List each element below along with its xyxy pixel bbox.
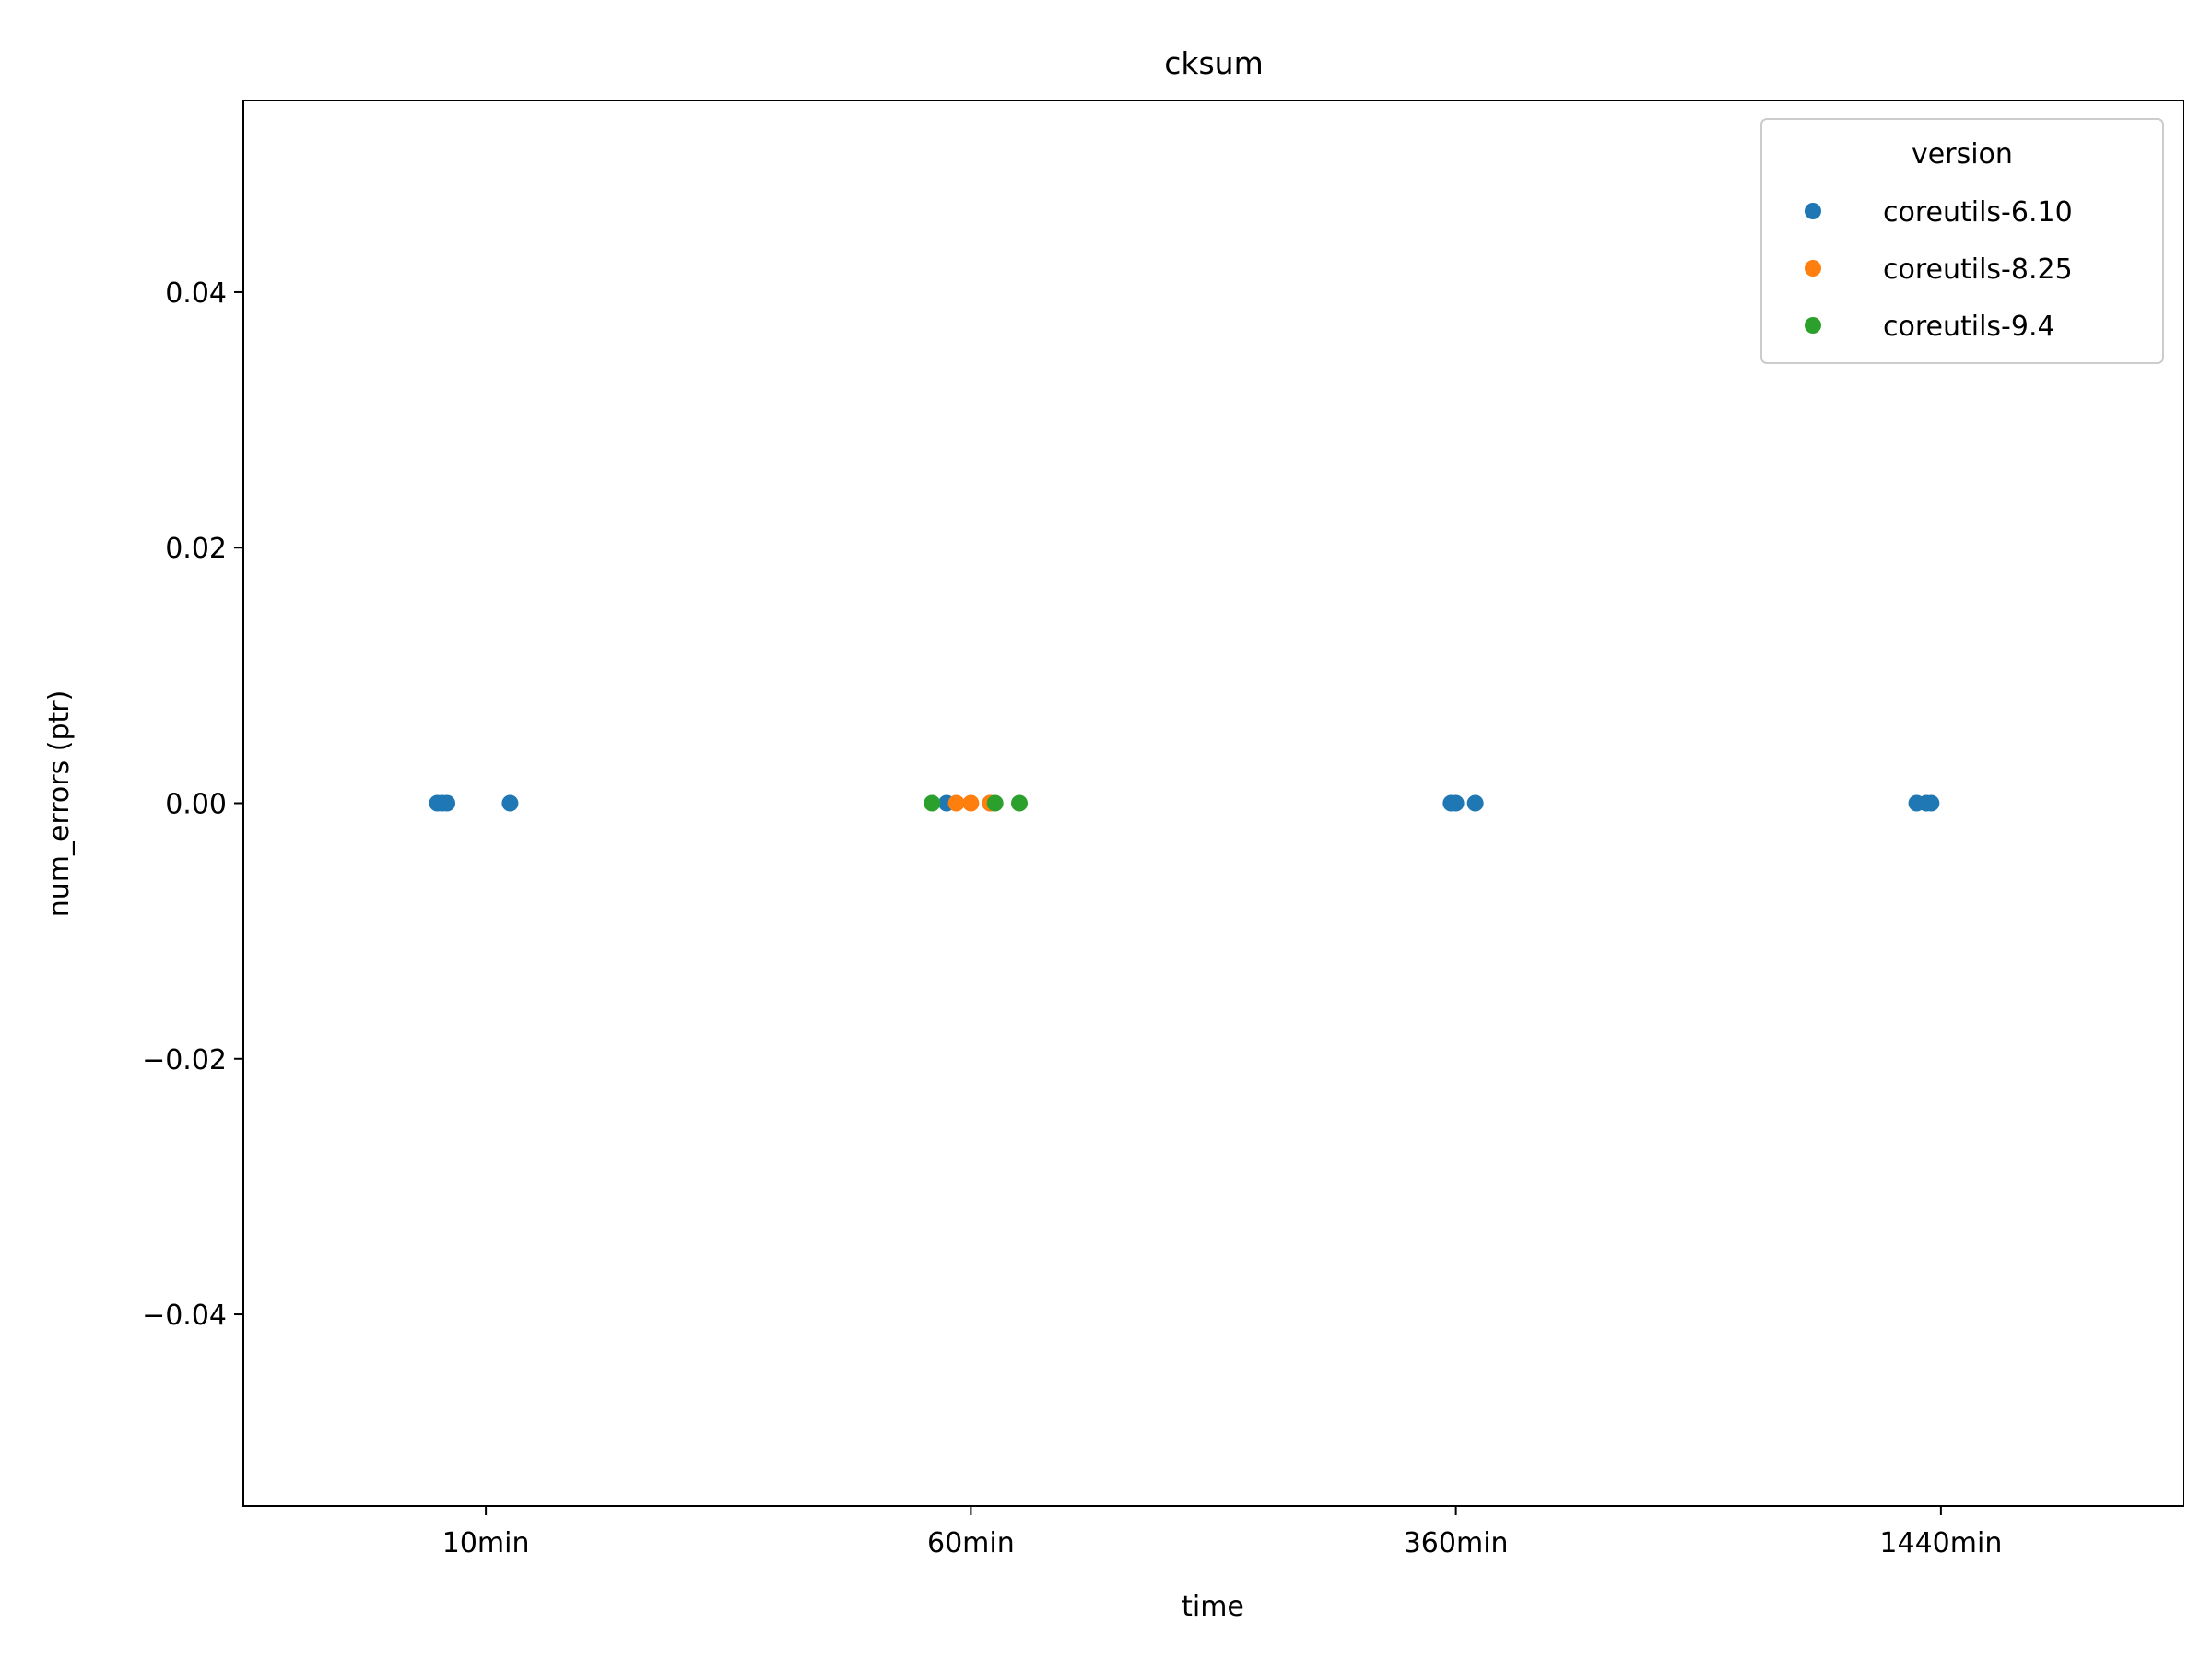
legend-frame	[1760, 118, 2164, 364]
legend-entry-label: coreutils-9.4	[1883, 311, 2055, 343]
x-axis-label: time	[1182, 1591, 1244, 1623]
data-point-coreutils-8.25	[947, 794, 965, 812]
y-tick-label: 0.00	[165, 789, 227, 821]
x-tick-label: 60min	[927, 1527, 1015, 1559]
legend-marker	[1805, 317, 1821, 334]
data-point-coreutils-6.10	[439, 794, 456, 812]
data-point-coreutils-6.10	[1466, 794, 1484, 812]
x-tick-label: 10min	[442, 1527, 530, 1559]
legend-entry-label: coreutils-6.10	[1883, 196, 2073, 229]
data-point-coreutils-9.4	[924, 794, 941, 812]
legend-title: version	[1912, 138, 2013, 171]
legend-entry-label: coreutils-8.25	[1883, 253, 2073, 286]
y-tick-label: −0.04	[142, 1300, 227, 1332]
data-point-coreutils-6.10	[501, 794, 519, 812]
y-tick-label: −0.02	[142, 1044, 227, 1077]
legend-marker	[1805, 260, 1821, 276]
y-tick-label: 0.04	[165, 277, 227, 310]
x-tick-label: 360min	[1404, 1527, 1509, 1559]
x-tick-label: 1440min	[1879, 1527, 2002, 1559]
x-axis: 10min 60min 360min 1440min	[442, 1506, 2002, 1559]
chart-title: cksum	[1164, 45, 1264, 81]
y-axis: 0.04 0.02 0.00 −0.02 −0.04	[142, 277, 243, 1332]
data-point-coreutils-6.10	[1447, 794, 1465, 812]
data-point-coreutils-6.10	[1923, 794, 1940, 812]
legend-marker	[1805, 203, 1821, 219]
points-layer	[429, 794, 1940, 812]
legend: version coreutils-6.10coreutils-8.25core…	[1760, 118, 2164, 364]
y-axis-label: num_errors (ptr)	[43, 690, 76, 918]
y-tick-label: 0.02	[165, 533, 227, 565]
data-point-coreutils-9.4	[986, 794, 1004, 812]
data-point-coreutils-8.25	[962, 794, 980, 812]
legend-entries: coreutils-6.10 coreutils-8.25 coreutils-9.…	[1805, 196, 2073, 343]
data-point-coreutils-9.4	[1011, 794, 1028, 812]
